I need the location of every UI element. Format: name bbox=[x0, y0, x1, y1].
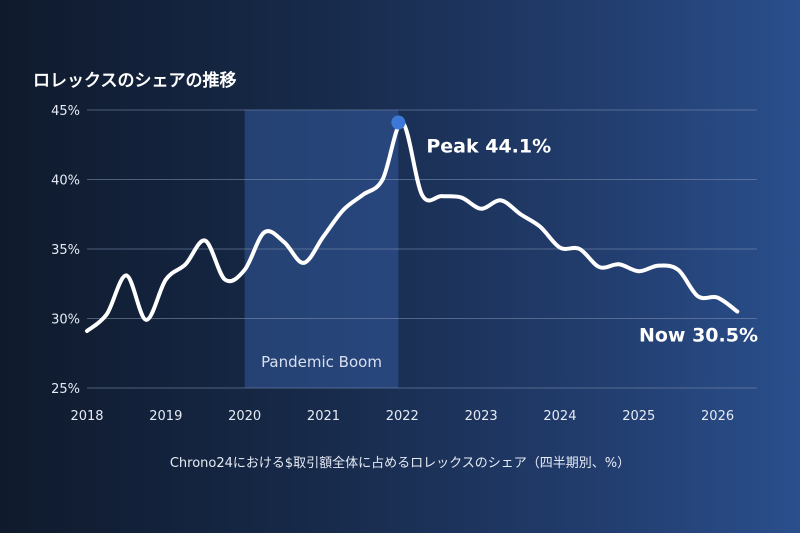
x-tick-label: 2026 bbox=[701, 409, 734, 424]
x-tick-label: 2024 bbox=[543, 409, 576, 424]
y-tick-label: 25% bbox=[51, 382, 80, 397]
x-tick-label: 2019 bbox=[149, 409, 182, 424]
x-tick-label: 2025 bbox=[622, 409, 655, 424]
x-tick-label: 2020 bbox=[228, 409, 261, 424]
peak-marker bbox=[391, 115, 406, 130]
x-tick-label: 2021 bbox=[307, 409, 340, 424]
shaded-region-label: Pandemic Boom bbox=[261, 353, 382, 371]
y-tick-label: 35% bbox=[51, 243, 80, 258]
current-annotation: Now 30.5% bbox=[639, 325, 758, 347]
x-tick-label: 2022 bbox=[386, 409, 419, 424]
series-line bbox=[85, 120, 740, 334]
y-tick-label: 30% bbox=[51, 313, 80, 328]
x-axis-ticks: 2018 2019 2020 2021 2022 2023 2024 2025 2026 bbox=[70, 409, 734, 424]
y-tick-label: 45% bbox=[51, 104, 80, 119]
series-layer bbox=[85, 120, 740, 334]
chart-title: ロレックスのシェアの推移 bbox=[33, 71, 237, 91]
x-tick-label: 2018 bbox=[70, 409, 103, 424]
peak-annotation: Peak 44.1% bbox=[426, 136, 551, 158]
chart-caption: Chrono24における$取引額全体に占めるロレックスのシェア（四半期別、%） bbox=[169, 456, 631, 471]
x-tick-label: 2023 bbox=[465, 409, 498, 424]
grid-layer bbox=[87, 109, 757, 389]
annotation-layer: Peak 44.1% Now 30.5% bbox=[391, 115, 758, 347]
y-tick-label: 40% bbox=[51, 174, 80, 189]
y-axis-ticks: 25% 30% 35% 40% 45% bbox=[51, 104, 80, 397]
